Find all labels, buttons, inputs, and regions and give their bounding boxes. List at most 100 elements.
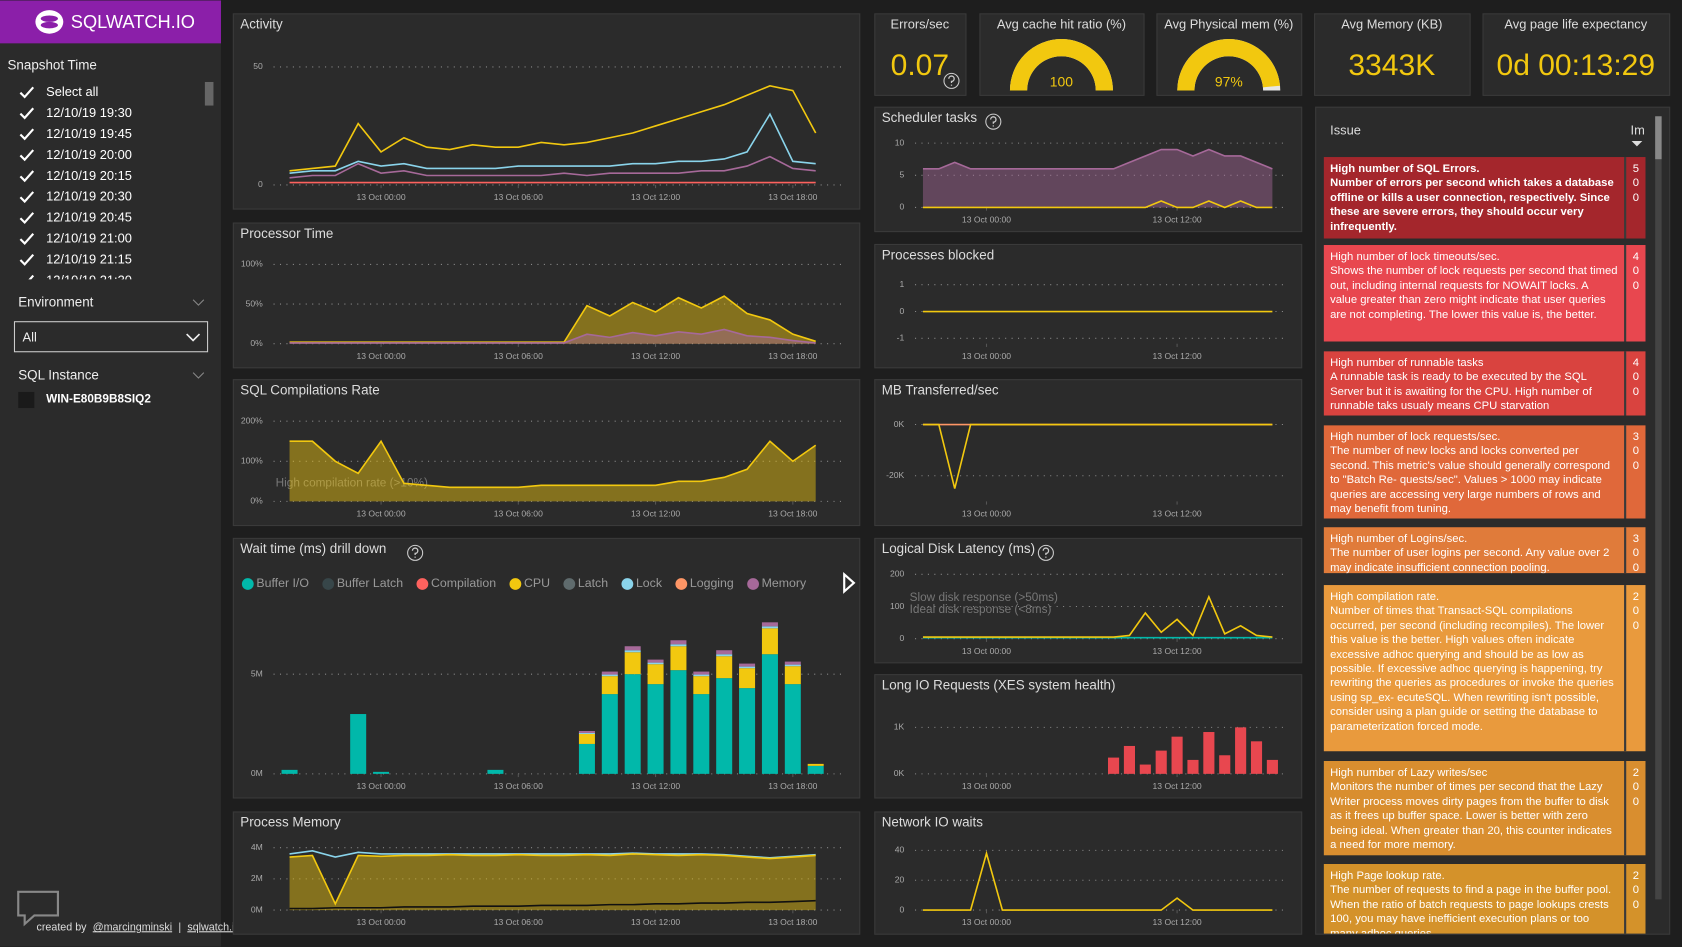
- column-header[interactable]: Issue: [1330, 123, 1361, 138]
- bar-segment: [784, 661, 801, 665]
- issue-title: High number of lock timeouts/sec.: [1330, 250, 1500, 264]
- slicer-item[interactable]: WIN-E80B9B8SIQ2: [46, 393, 151, 406]
- panel: [874, 379, 1303, 527]
- checkbox[interactable]: [19, 149, 35, 162]
- bar-segment: [601, 676, 618, 695]
- slicer-item[interactable]: 12/10/19 19:45: [46, 126, 132, 141]
- issue-row-body[interactable]: High number of SQL Errors. Number of erro…: [1323, 157, 1646, 239]
- slicer-item[interactable]: 12/10/19 21:00: [46, 231, 132, 246]
- legend-swatch: [322, 578, 335, 590]
- help-icon[interactable]: [1037, 544, 1054, 561]
- checkbox[interactable]: [19, 86, 35, 99]
- slicer-item[interactable]: 12/10/19 20:30: [46, 189, 132, 204]
- issue-row[interactable]: High Page lookup rate.The number of requ…: [1323, 863, 1646, 934]
- next-arrow[interactable]: [843, 571, 856, 594]
- scrollbar[interactable]: [1655, 116, 1662, 900]
- bar-segment: [761, 654, 778, 774]
- issue-row[interactable]: High number of lock requests/sec.The num…: [1323, 425, 1646, 519]
- legend-label: Lock: [636, 576, 663, 590]
- issue-text: High number of Logins/sec. The number of …: [1324, 527, 1624, 573]
- impact-value: 0: [1632, 385, 1640, 399]
- issue-row[interactable]: High number of Logins/sec.The number of …: [1323, 527, 1646, 574]
- bar-segment: [739, 663, 756, 667]
- scrollbar-thumb[interactable]: [1655, 116, 1662, 160]
- issue-row-body[interactable]: High Page lookup rate. The number of requ…: [1323, 863, 1646, 934]
- scrollbar[interactable]: [204, 81, 214, 106]
- issue-row-body[interactable]: High compilation rate. Number of times th…: [1323, 585, 1646, 752]
- sort-icon[interactable]: [1631, 140, 1643, 147]
- bar-segment: [784, 666, 801, 685]
- collapse-icon[interactable]: [192, 372, 205, 379]
- checkbox[interactable]: [19, 191, 35, 204]
- comment-icon[interactable]: [17, 890, 59, 927]
- y-tick-label: 1: [900, 279, 905, 289]
- slicer-item[interactable]: 12/10/19 21:30: [46, 272, 132, 287]
- panel: [232, 811, 861, 935]
- snapshot-list[interactable]: Select all 12/10/19 19:30 12/10/19 19:45 12…: [19, 84, 132, 287]
- help-icon[interactable]: [985, 113, 1002, 130]
- issue-row-body[interactable]: High number of lock timeouts/sec. Shows t…: [1323, 245, 1646, 342]
- checkbox[interactable]: [18, 391, 35, 409]
- checkbox[interactable]: [19, 233, 35, 245]
- slicer-item[interactable]: 12/10/19 20:15: [46, 168, 132, 183]
- line: [922, 594, 1273, 638]
- line: [289, 84, 817, 172]
- checkbox[interactable]: [20, 274, 35, 286]
- x-tick-label: 13 Oct 00:00: [356, 509, 405, 519]
- issue-row-body[interactable]: High number of runnable tasks A runnable …: [1323, 351, 1646, 416]
- instance-list[interactable]: WIN-E80B9B8SIQ2: [18, 391, 151, 409]
- y-tick-label: 1K: [894, 722, 905, 732]
- footer: created by @marcingminski | sqlwatch.io: [36, 921, 240, 933]
- issue-row-body[interactable]: High number of lock requests/sec. The num…: [1323, 425, 1646, 519]
- impact-value: 4: [1632, 356, 1640, 370]
- slicer-item[interactable]: 12/10/19 20:00: [46, 147, 132, 162]
- issue-title: High Page lookup rate.: [1330, 869, 1445, 883]
- footer-link[interactable]: sqlwatch.io: [187, 921, 240, 933]
- legend-label: Buffer I/O: [256, 576, 309, 590]
- bar-segment: [487, 769, 504, 774]
- dropdown-value[interactable]: All: [23, 330, 37, 345]
- y-tick-label: 20: [895, 875, 905, 885]
- issue-row-body[interactable]: High number of Lazy writes/sec Monitors t…: [1323, 760, 1646, 856]
- line: [289, 112, 816, 174]
- checkbox[interactable]: [19, 128, 35, 141]
- impact-value: 0: [1632, 619, 1640, 633]
- bar-segment: [1155, 750, 1167, 774]
- checkbox[interactable]: [19, 253, 35, 266]
- help-icon[interactable]: [943, 72, 960, 89]
- bar-segment: [784, 684, 801, 774]
- checkbox[interactable]: [19, 170, 35, 183]
- column-header[interactable]: Im: [1631, 123, 1645, 138]
- issue-row-body[interactable]: High number of Logins/sec. The number of …: [1323, 527, 1646, 574]
- legend-swatch: [621, 578, 634, 590]
- checkbox[interactable]: [19, 212, 35, 225]
- issue-row[interactable]: High number of lock timeouts/sec.Shows t…: [1323, 245, 1646, 342]
- collapse-icon[interactable]: [192, 299, 205, 306]
- footer-link[interactable]: @marcingminski: [93, 921, 172, 933]
- checkbox[interactable]: [19, 107, 35, 120]
- bar-segment: [739, 668, 756, 689]
- issue-description: The number of requests to find a page in…: [1330, 883, 1612, 934]
- issue-row[interactable]: High compilation rate.Number of times th…: [1323, 585, 1646, 752]
- slicer-item[interactable]: 12/10/19 20:45: [46, 210, 132, 225]
- help-icon[interactable]: [407, 544, 424, 561]
- bar-segment: [1219, 755, 1231, 774]
- y-tick-label: 200%: [241, 415, 263, 425]
- slicer-item[interactable]: 12/10/19 19:30: [46, 105, 132, 120]
- bar-segment: [716, 650, 733, 655]
- slicer-item[interactable]: Select all: [46, 84, 98, 99]
- issue-description: A runnable task is ready to be executed …: [1330, 370, 1592, 413]
- panel: [232, 13, 861, 210]
- x-tick-label: 13 Oct 06:00: [494, 192, 543, 202]
- issue-row[interactable]: High number of SQL Errors.Number of erro…: [1323, 157, 1646, 239]
- dropdown[interactable]: [13, 321, 209, 353]
- dropdown-arrow[interactable]: [186, 333, 201, 342]
- slicer-item[interactable]: 12/10/19 21:15: [46, 251, 132, 266]
